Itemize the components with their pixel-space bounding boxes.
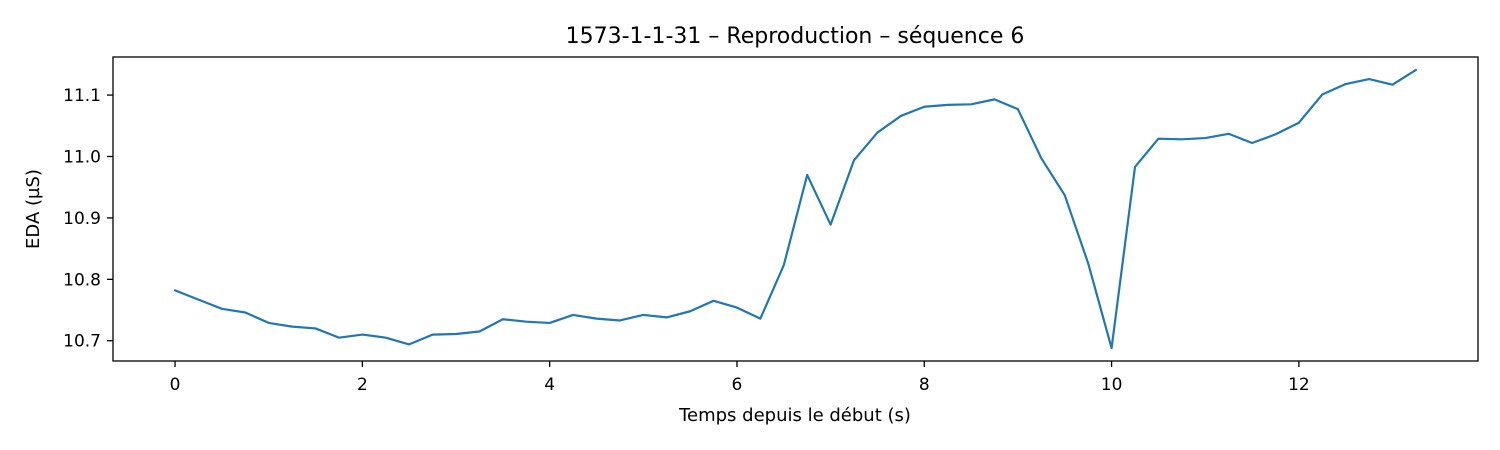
x-tick-label: 6 — [732, 375, 743, 395]
x-tick-label: 10 — [1101, 375, 1123, 395]
y-tick-label: 10.7 — [63, 332, 101, 352]
y-tick-label: 11.1 — [63, 86, 101, 106]
x-axis-label: Temps depuis le début (s) — [678, 405, 911, 426]
plot-frame — [112, 56, 1479, 362]
x-tick-label: 8 — [919, 375, 930, 395]
x-tick-label: 12 — [1288, 375, 1310, 395]
x-axis-ticks: 0 2 4 6 8 10 12 — [170, 361, 1310, 395]
x-tick-label: 2 — [357, 375, 368, 395]
y-axis-label: EDA (µS) — [23, 169, 44, 249]
eda-series-line — [173, 68, 1418, 350]
y-axis-ticks: 10.7 10.8 10.9 11.0 11.1 — [63, 86, 113, 352]
x-tick-label: 4 — [544, 375, 555, 395]
y-tick-label: 10.9 — [63, 209, 101, 229]
chart-title: 1573-1-1-31 – Reproduction – séquence 6 — [566, 24, 1025, 49]
y-tick-label: 11.0 — [63, 147, 101, 167]
y-tick-label: 10.8 — [63, 270, 101, 290]
x-tick-label: 0 — [170, 375, 181, 395]
